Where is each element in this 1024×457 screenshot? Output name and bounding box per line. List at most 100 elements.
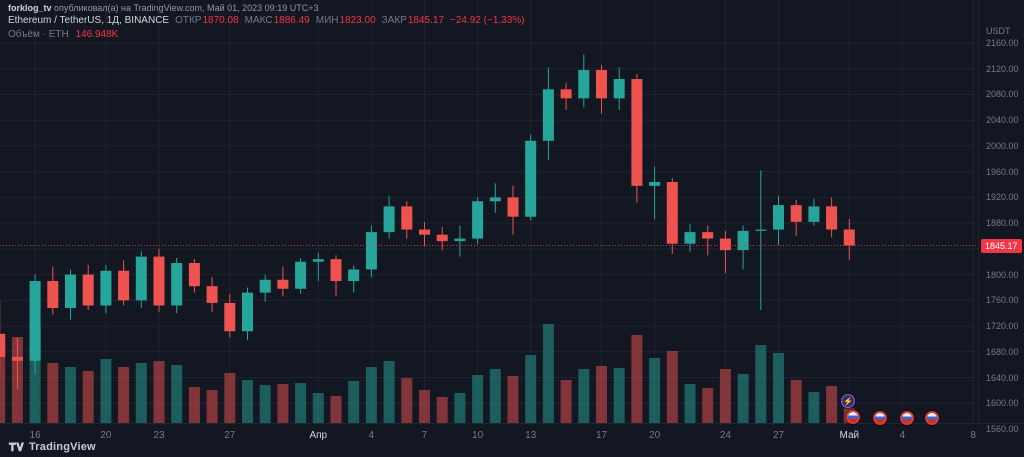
tradingview-logo-text: TradingView [29, 440, 96, 453]
ohlc-label: МИН [315, 15, 339, 26]
volume-bar [401, 378, 413, 423]
price-axis-label: 2080.00 [986, 89, 1019, 100]
candle-body [47, 281, 59, 309]
candle-body [295, 261, 307, 289]
volume-bar [755, 345, 767, 423]
candle-body [542, 89, 554, 141]
flag-reaction[interactable] [925, 411, 939, 425]
ohlc-values: ОТКР1870.08 МАКС1886.49 МИН1823.00 ЗАКР1845… [169, 15, 444, 26]
candle-body [843, 229, 855, 246]
volume-bar [773, 353, 784, 423]
volume-bar [808, 392, 820, 423]
volume-bar [330, 396, 342, 423]
volume-bar [295, 383, 307, 423]
candle-body [472, 201, 484, 239]
time-axis-label: 27 [772, 430, 785, 441]
time-axis-label: 17 [595, 430, 608, 441]
candle-body [436, 234, 448, 242]
price-axis-label: 2000.00 [986, 140, 1019, 151]
volume-bar [613, 368, 625, 423]
flag-reaction[interactable] [846, 410, 860, 424]
time-axis-label: Май [839, 430, 860, 441]
candle-body [419, 229, 430, 235]
candle-body [224, 302, 236, 332]
price-axis[interactable]: USDT 1845.17 2160.00 2120.00 2080.00 2040.0… [978, 0, 1024, 434]
time-axis-label: 10 [472, 430, 484, 441]
candle-body [649, 181, 661, 186]
candle-body [100, 270, 112, 306]
volume-bar [82, 371, 94, 423]
time-axis-label: 23 [153, 430, 165, 441]
tradingview-logo[interactable]: TradingView [8, 440, 96, 453]
tradingview-logo-icon [8, 442, 24, 452]
lightning-reaction[interactable]: ⚡ [841, 394, 855, 408]
volume-bar [826, 386, 838, 423]
ohlc-value: 1823.00 [339, 15, 376, 26]
candle-body [242, 292, 253, 332]
volume-bar [436, 397, 448, 423]
volume-bar [135, 363, 147, 423]
volume-bar [507, 376, 519, 423]
volume-bar [702, 388, 714, 423]
candle-body [737, 230, 749, 251]
price-axis-label: 1600.00 [986, 398, 1019, 409]
flag-reaction[interactable] [873, 411, 887, 425]
candle-body [808, 206, 820, 222]
flag-reaction[interactable] [900, 411, 914, 425]
volume-bar [312, 393, 324, 423]
time-axis-label: Апр [309, 430, 328, 441]
price-axis-label: 2160.00 [986, 38, 1019, 48]
candle-body [613, 79, 625, 99]
volume-bar [171, 365, 183, 423]
ohlc-label: ОТКР [175, 15, 202, 26]
volume-bar [0, 340, 6, 423]
volume-bar [277, 384, 289, 423]
volume-bar [542, 324, 554, 423]
volume-bar [65, 367, 76, 423]
ohlc-label: МАКС [244, 15, 273, 26]
time-axis-label: 8 [970, 430, 976, 441]
time-axis[interactable]: 16 20 23 27 Апр 4 7 10 13 17 20 24 27 Май 4 8 [0, 423, 1024, 457]
candle-body [684, 232, 696, 244]
candle-body [348, 269, 360, 282]
volume-bar [489, 369, 501, 423]
candle-body [383, 206, 395, 233]
time-axis-label: 7 [421, 430, 428, 441]
volume-legend: Объём · ETH 146.948K [8, 29, 118, 40]
volume-bar [206, 390, 218, 423]
candle-body [330, 259, 342, 282]
time-axis-label: 20 [649, 430, 661, 441]
candle-body [29, 281, 41, 361]
attribution-bar[interactable]: forklog_tv опубликовал(а) на TradingView… [8, 3, 318, 13]
ohlc-value: 1845.17 [407, 15, 445, 26]
volume-bar [631, 335, 643, 423]
candle-body [135, 256, 147, 301]
volume-bar [419, 390, 430, 423]
price-chart-canvas[interactable] [0, 0, 978, 423]
price-axis-label: 2120.00 [986, 63, 1019, 74]
ohlc-value: 1886.49 [273, 15, 310, 26]
volume-bar [242, 380, 253, 423]
candle-body [596, 70, 607, 99]
candle-body [755, 229, 767, 231]
candle-body [525, 140, 537, 217]
price-axis-label: 2040.00 [986, 115, 1019, 126]
candle-body [365, 232, 377, 270]
time-axis-label: 27 [224, 430, 236, 441]
volume-bar [188, 387, 200, 423]
candle-body [171, 263, 183, 306]
candle-body [153, 256, 165, 306]
volume-bar [348, 381, 360, 423]
author-username[interactable]: forklog_tv [8, 3, 52, 13]
symbol-legend: Ethereum / TetherUS, 1Д, BINANCE ОТКР1870… [8, 15, 525, 26]
candle-body [401, 206, 413, 230]
price-axis-label: 1680.00 [986, 346, 1019, 357]
time-axis-label: 24 [719, 430, 731, 441]
volume-bar [666, 351, 678, 423]
candle-body [489, 197, 501, 202]
symbol-title[interactable]: Ethereum / TetherUS, 1Д, BINANCE [8, 15, 170, 26]
candle-body [666, 181, 678, 244]
time-axis-label: 20 [100, 430, 112, 441]
volume-bar [454, 393, 466, 423]
candle-body [206, 286, 218, 303]
